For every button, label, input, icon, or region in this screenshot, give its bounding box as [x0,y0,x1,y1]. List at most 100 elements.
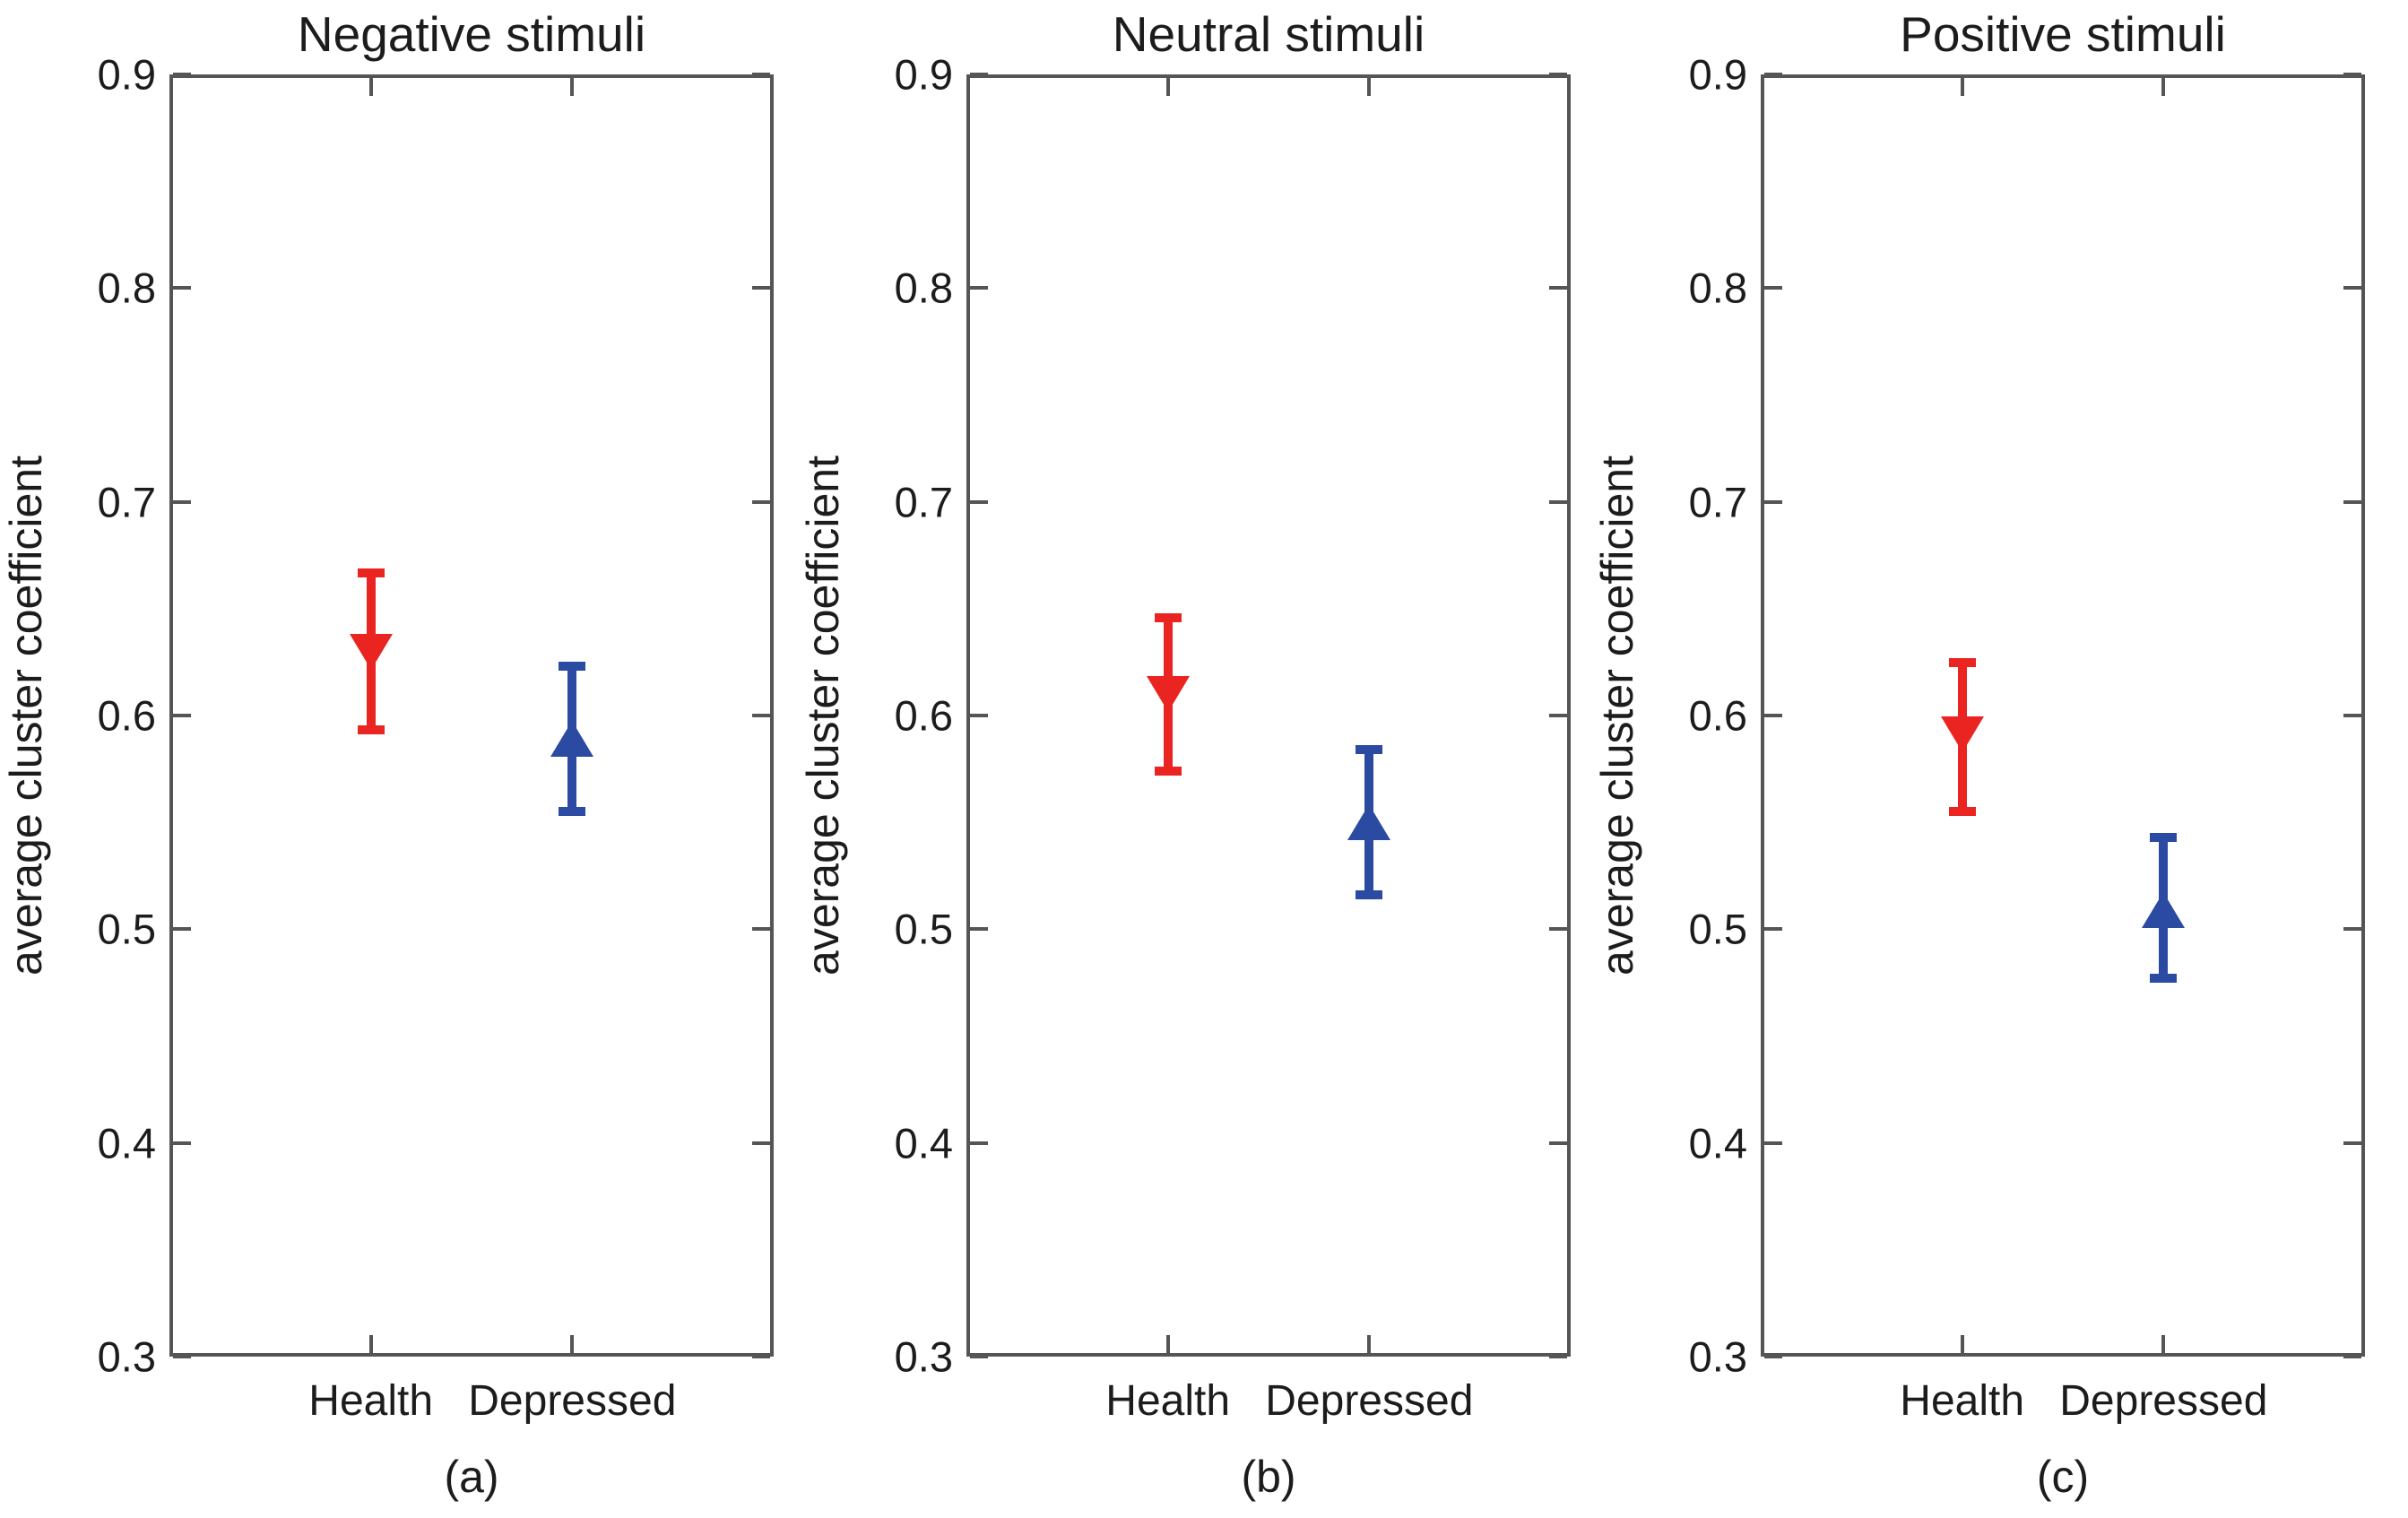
x-tick [570,1335,575,1353]
error-bar-cap-top [1154,612,1182,622]
error-bar-cap-bottom [1356,889,1383,899]
y-tick-right [752,1141,770,1145]
y-tick-label: 0.5 [1688,905,1747,953]
error-bar-cap-top [1948,657,1976,667]
y-tick-label: 0.7 [1688,478,1747,526]
plot-box [966,74,1571,1357]
y-tick-label: 0.8 [894,264,953,312]
y-tick-right [1549,927,1567,932]
error-bar-cap-top [357,568,385,577]
y-tick-right [2343,714,2361,717]
y-tick-label: 0.7 [894,478,953,526]
y-tick-right [752,499,770,504]
x-tick-label: Health [1105,1377,1231,1425]
y-tick [1764,73,1782,76]
x-tick [1960,1335,1964,1353]
x-tick [1165,1335,1170,1353]
x-tick-top [1960,78,1964,96]
x-tick-top [1165,78,1170,96]
y-tick-right [752,1355,770,1358]
marker-triangle-down [349,633,393,670]
y-tick-right [1549,1355,1567,1358]
y-tick [970,499,988,504]
y-tick [173,1355,191,1358]
panel-title: Positive stimuli [1900,6,2226,62]
y-tick-label: 0.6 [97,691,156,740]
error-bar-cap-top [2150,833,2178,843]
y-tick [970,714,988,717]
error-bar-cap-bottom [1948,807,1976,817]
y-tick [1764,286,1782,291]
x-tick [2161,1335,2166,1353]
x-tick-label: Depressed [1265,1377,1474,1425]
x-tick [1367,1335,1372,1353]
y-tick-label: 0.4 [97,1119,156,1167]
marker-triangle-up [1347,804,1391,841]
y-tick [1764,927,1782,932]
y-tick-right [2343,73,2361,76]
y-tick [173,927,191,932]
x-tick [368,1335,373,1353]
y-tick-right [2343,1355,2361,1358]
y-tick-label: 0.6 [894,691,953,740]
marker-triangle-up [550,721,594,758]
y-tick-right [2343,286,2361,291]
y-tick [970,1355,988,1358]
marker-triangle-down [1146,676,1190,713]
marker-triangle-down [1940,716,1984,753]
y-tick-label: 0.3 [894,1332,953,1381]
x-tick-label: Depressed [2059,1377,2268,1425]
y-tick [970,286,988,291]
error-bar-cap-bottom [2150,973,2178,983]
y-tick-right [752,73,770,76]
y-tick [173,499,191,504]
error-bar-cap-bottom [1154,766,1182,776]
y-tick-label: 0.4 [1688,1119,1747,1167]
plot-box [1761,74,2365,1357]
y-tick-right [2343,499,2361,504]
y-tick [173,73,191,76]
y-tick [1764,499,1782,504]
error-bar-cap-bottom [559,807,586,817]
y-axis-label: average cluster coefficient [1592,455,1642,976]
error-bar-cap-top [1356,745,1383,755]
error-bar-cap-top [559,662,586,672]
y-tick [173,714,191,717]
y-tick-right [1549,73,1567,76]
y-tick-label: 0.4 [894,1119,953,1167]
panel-title: Neutral stimuli [1112,6,1425,62]
panel-sublabel: (c) [2036,1452,2090,1502]
y-tick [1764,1355,1782,1358]
error-bar-cap-bottom [357,725,385,735]
plot-box [169,74,774,1357]
y-tick-label: 0.3 [97,1332,156,1381]
marker-triangle-up [2142,891,2186,928]
x-tick-label: Health [1900,1377,2025,1425]
y-tick-label: 0.3 [1688,1332,1747,1381]
y-tick [173,1141,191,1145]
y-tick-label: 0.9 [1688,50,1747,99]
y-tick-right [752,927,770,932]
y-tick [970,73,988,76]
x-tick-top [368,78,373,96]
y-tick [1764,714,1782,717]
panel-sublabel: (b) [1241,1452,1296,1502]
y-tick-label: 0.7 [97,478,156,526]
y-tick-label: 0.9 [894,50,953,99]
x-tick-label: Health [308,1377,434,1425]
panel-sublabel: (a) [444,1452,499,1502]
y-tick-right [2343,1141,2361,1145]
y-tick-right [2343,927,2361,932]
y-tick-label: 0.6 [1688,691,1747,740]
y-tick-right [1549,499,1567,504]
y-tick-right [1549,1141,1567,1145]
panel-title: Negative stimuli [297,6,646,62]
y-tick-right [1549,714,1567,717]
y-tick [1764,1141,1782,1145]
y-tick-right [1549,286,1567,291]
y-tick-label: 0.9 [97,50,156,99]
